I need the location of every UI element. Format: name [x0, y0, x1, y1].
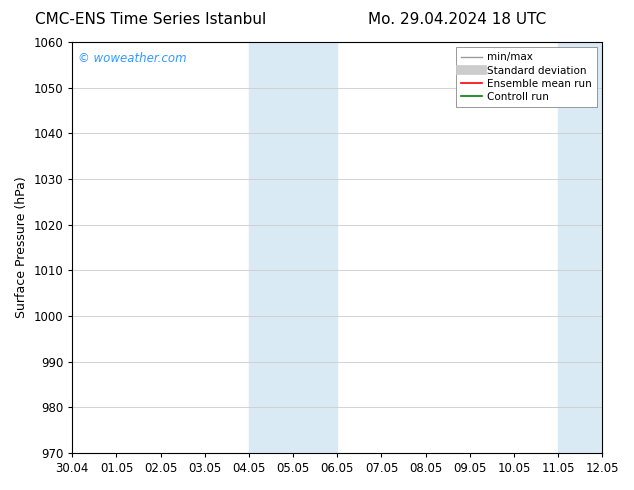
Legend: min/max, Standard deviation, Ensemble mean run, Controll run: min/max, Standard deviation, Ensemble me…: [456, 47, 597, 107]
Bar: [249, 42, 337, 453]
Text: © woweather.com: © woweather.com: [77, 52, 186, 65]
Text: CMC-ENS Time Series Istanbul: CMC-ENS Time Series Istanbul: [35, 12, 266, 27]
Y-axis label: Surface Pressure (hPa): Surface Pressure (hPa): [15, 176, 28, 318]
Text: Mo. 29.04.2024 18 UTC: Mo. 29.04.2024 18 UTC: [368, 12, 546, 27]
Bar: [558, 42, 634, 453]
